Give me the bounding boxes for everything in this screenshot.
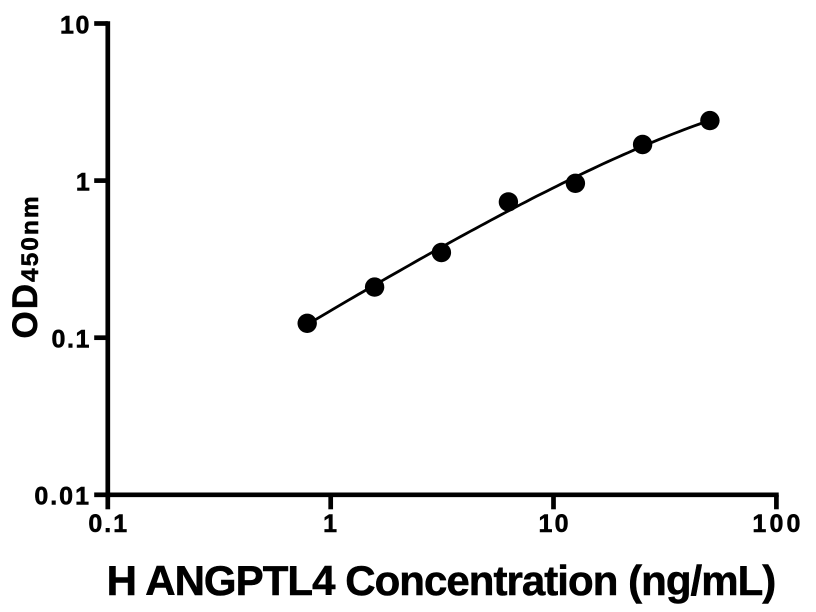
svg-text:0.01: 0.01 [34, 483, 91, 511]
svg-text:1: 1 [323, 510, 338, 538]
svg-text:100: 100 [752, 510, 803, 538]
svg-text:10: 10 [538, 510, 570, 538]
svg-text:10: 10 [60, 11, 91, 39]
svg-text:H ANGPTL4 Concentration (ng/mL: H ANGPTL4 Concentration (ng/mL) [107, 557, 776, 604]
svg-text:1: 1 [76, 168, 91, 196]
svg-text:0.1: 0.1 [88, 510, 129, 538]
svg-text:0.1: 0.1 [51, 326, 91, 354]
